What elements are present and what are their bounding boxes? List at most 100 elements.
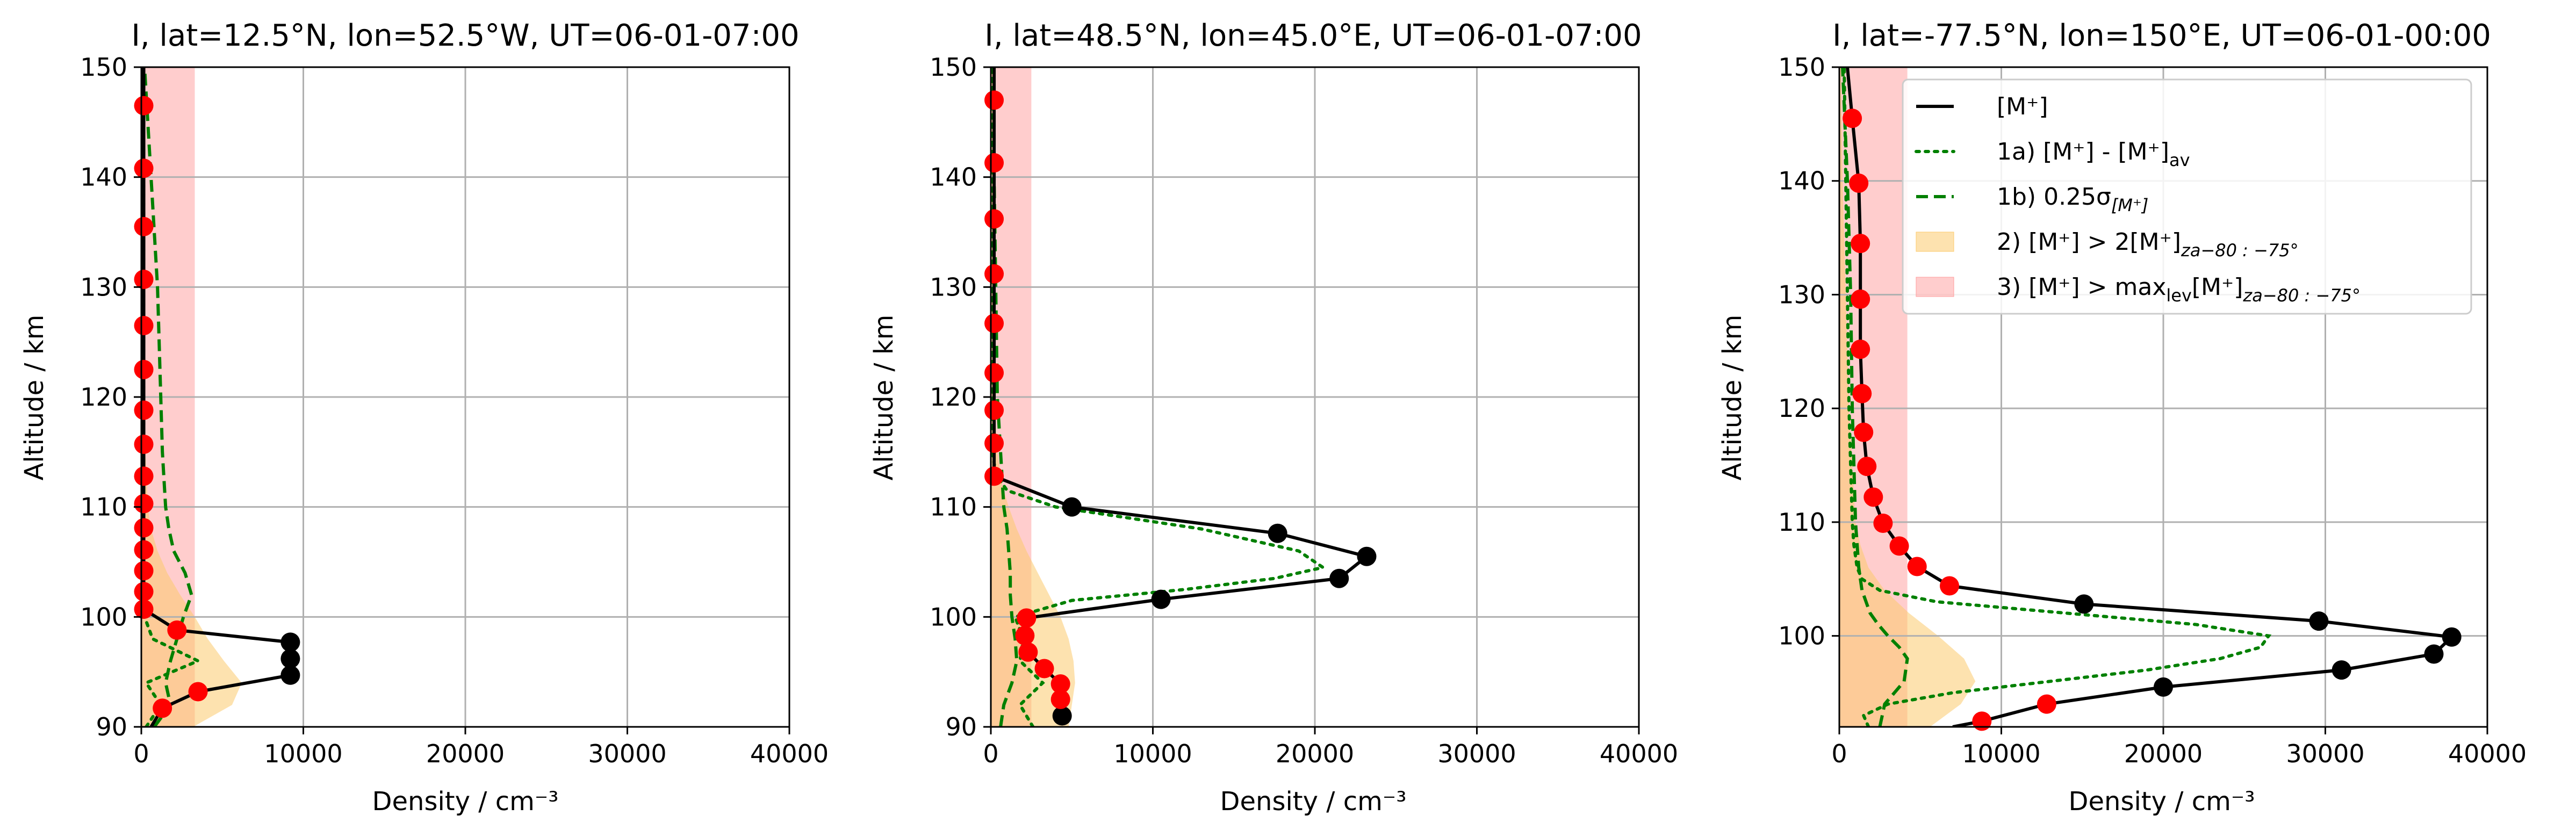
flagged-marker (134, 435, 154, 454)
panel-3-title: I, lat=-77.5°N, lon=150°E, UT=06-01-00:0… (1832, 18, 2491, 53)
y-tick-label: 140 (80, 163, 127, 192)
flagged-marker (1907, 557, 1927, 576)
panel-1-plot: 0 10000 20000 30000 40000 90 100 110 120 130 140 15… (80, 53, 829, 768)
legend: [M⁺] 1a) [M⁺] - [M⁺]av 1b) 0.25σ[M⁺] 2) … (1902, 78, 2472, 315)
criterion2-area (141, 67, 242, 727)
legend-label-criterion2-sub: za−80 : −75° (2181, 240, 2299, 261)
flagged-marker (1018, 642, 1038, 662)
flagged-marker (984, 400, 1004, 420)
observed-marker (2074, 594, 2094, 614)
anomaly-line (1843, 67, 2272, 727)
panel-2-plot: 0 10000 20000 30000 40000 90 100 110 120 130 140 15… (930, 53, 1678, 768)
flagged-marker (134, 561, 154, 581)
x-tick-label: 0 (1831, 739, 1847, 768)
y-tick-label: 110 (80, 493, 127, 522)
y-tick-label: 140 (1778, 167, 1825, 196)
panel-1-xlabel: Density / cm⁻³ (372, 787, 559, 817)
x-tick-label: 10000 (264, 739, 342, 768)
x-tick-label: 30000 (2286, 739, 2364, 768)
y-tick-label: 90 (945, 712, 977, 741)
observed-marker (2332, 660, 2351, 680)
flagged-marker (134, 158, 154, 178)
flagged-marker (134, 494, 154, 514)
flagged-marker (984, 313, 1004, 333)
flagged-marker (134, 540, 154, 560)
panel-3-xlabel: Density / cm⁻³ (2069, 787, 2255, 817)
observed-marker (1268, 523, 1287, 543)
x-tick-label: 30000 (588, 739, 666, 768)
flagged-marker (1873, 514, 1893, 533)
legend-label-sigma-sub: [M⁺] (2111, 195, 2148, 215)
panel-1: 0 10000 20000 30000 40000 90 100 110 120 130 140 15… (19, 18, 829, 817)
legend-label-criterion3-sub2: za−80 : −75° (2242, 285, 2361, 306)
legend-label-anomaly: 1a) [M⁺] - [M⁺]av (1997, 138, 2190, 170)
observed-marker (2424, 644, 2444, 664)
legend-label-anomaly-sub: av (2169, 150, 2190, 170)
legend-label-criterion3-sub: lev (2166, 285, 2192, 306)
panel-1-title: I, lat=12.5°N, lon=52.5°W, UT=06-01-07:0… (131, 18, 799, 53)
legend-entry-observed: [M⁺] (1916, 93, 2048, 120)
flagged-marker (1034, 659, 1054, 679)
sigma-line (1841, 67, 1909, 727)
legend-label-criterion2: 2) [M⁺] > 2[M⁺]za−80 : −75° (1997, 228, 2299, 261)
panel-2: 0 10000 20000 30000 40000 90 100 110 120 130 140 15… (869, 18, 1678, 817)
x-tick-label: 10000 (1962, 739, 2040, 768)
flagged-marker (1843, 109, 1862, 128)
flagged-marker (1050, 674, 1070, 694)
legend-swatch-criterion3 (1916, 277, 1954, 297)
flagged-marker (134, 96, 154, 116)
flagged-marker (134, 217, 154, 236)
flagged-marker (153, 698, 172, 718)
criterion2-area (1839, 67, 1976, 727)
y-tick-label: 150 (80, 53, 127, 82)
panel-3-ylabel: Altitude / km (1717, 315, 1747, 481)
y-tick-label: 130 (930, 272, 977, 301)
flagged-marker (1017, 608, 1037, 628)
legend-entry-criterion3: 3) [M⁺] > maxlev[M⁺]za−80 : −75° (1916, 273, 2361, 306)
flagged-marker (134, 466, 154, 486)
legend-label-observed: [M⁺] (1997, 93, 2048, 120)
flagged-marker (134, 400, 154, 420)
observed-marker (1052, 706, 1072, 726)
y-tick-label: 110 (930, 493, 977, 522)
flagged-marker (1851, 340, 1870, 359)
sigma-line (143, 67, 193, 727)
flagged-marker (1863, 487, 1883, 507)
y-tick-label: 120 (930, 383, 977, 412)
x-tick-label: 20000 (2124, 739, 2203, 768)
x-tick-label: 40000 (750, 739, 829, 768)
flagged-marker (134, 270, 154, 290)
panel-3: 0 10000 20000 30000 40000100110120130140150 … (1717, 18, 2527, 817)
flagged-marker (134, 359, 154, 379)
flagged-marker (1854, 422, 1874, 442)
legend-label-anomaly-main: 1a) [M⁺] - [M⁺] (1997, 138, 2169, 165)
flagged-marker (984, 209, 1004, 229)
legend-entry-criterion2: 2) [M⁺] > 2[M⁺]za−80 : −75° (1916, 228, 2299, 261)
observed-marker (280, 632, 300, 652)
flagged-marker (984, 363, 1004, 383)
flagged-marker (1050, 689, 1070, 709)
legend-entry-sigma: 1b) 0.25σ[M⁺] (1916, 183, 2148, 215)
observed-marker (1357, 546, 1377, 566)
flagged-marker (134, 582, 154, 602)
flagged-marker (984, 264, 1004, 284)
observed-line (992, 67, 1371, 716)
x-tick-label: 30000 (1437, 739, 1516, 768)
legend-frame (1902, 78, 2472, 315)
flagged-marker (2037, 694, 2056, 714)
panel-2-xlabel: Density / cm⁻³ (1220, 787, 1407, 817)
legend-label-sigma-main: 1b) 0.25σ (1997, 183, 2111, 211)
flagged-marker (134, 518, 154, 538)
y-tick-label: 140 (930, 163, 977, 192)
legend-label-criterion3-main2: [M⁺] (2192, 273, 2243, 301)
y-tick-label: 100 (930, 602, 977, 631)
panel-2-title: I, lat=48.5°N, lon=45.0°E, UT=06-01-07:0… (984, 18, 1642, 53)
legend-label-criterion3-main: 3) [M⁺] > max (1997, 273, 2166, 301)
observed-marker (1062, 497, 1082, 517)
flagged-marker (984, 433, 1004, 453)
flagged-marker (134, 600, 154, 619)
observed-marker (1329, 568, 1349, 588)
flagged-marker (1851, 234, 1870, 254)
flagged-marker (1015, 626, 1035, 646)
